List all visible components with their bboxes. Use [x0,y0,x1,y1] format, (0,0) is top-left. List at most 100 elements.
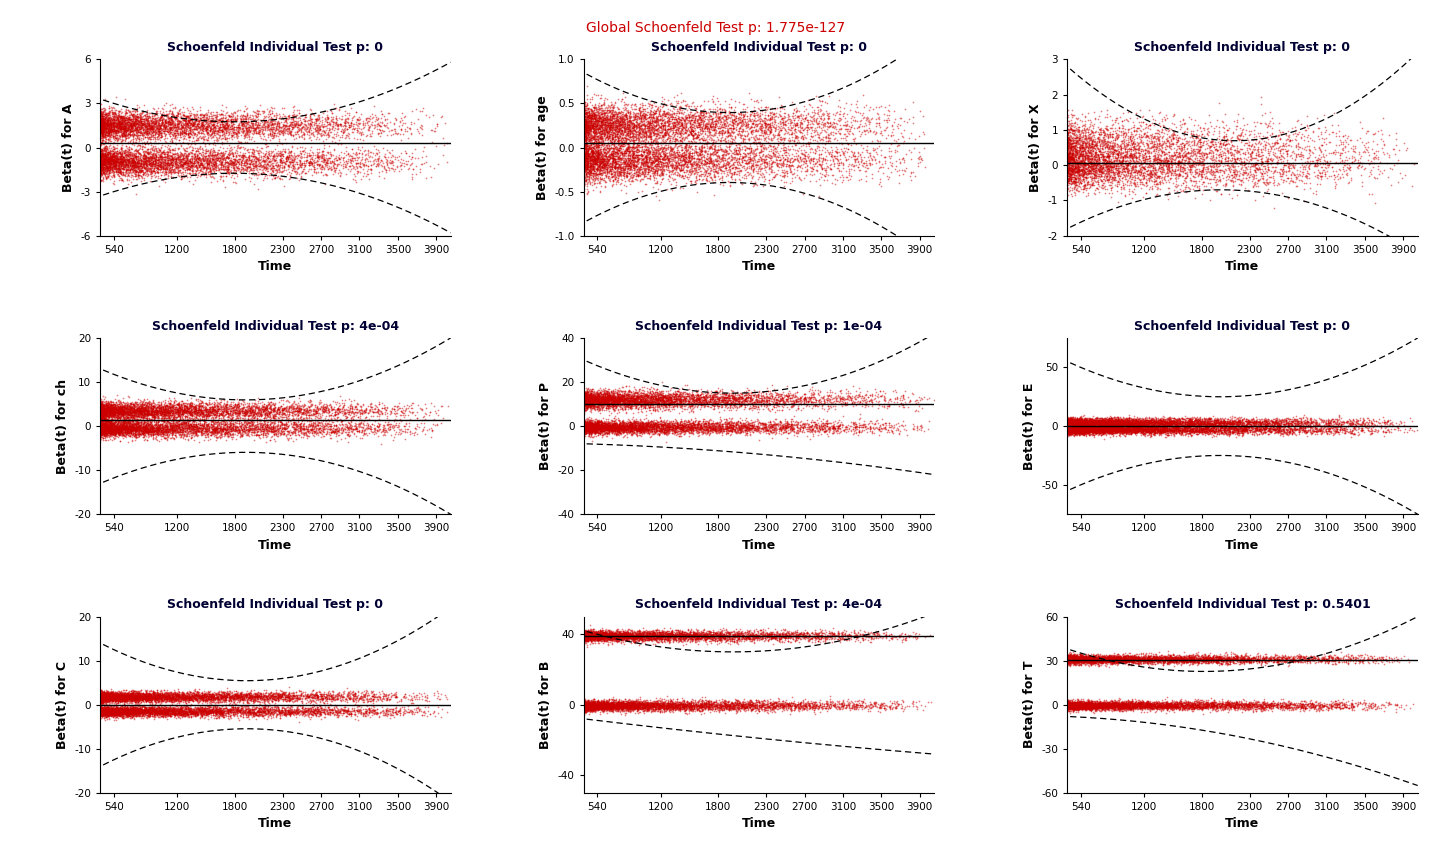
Point [173,399,196,412]
Point [1088,144,1111,158]
Point [95,417,117,431]
Point [179,418,202,432]
Point [1095,698,1118,711]
Point [208,418,231,432]
Point [849,130,872,143]
Point [1087,649,1110,662]
Point [580,418,603,432]
Point [660,98,683,111]
Point [607,176,630,189]
Point [1174,650,1197,663]
Point [624,695,647,709]
Point [1148,176,1171,189]
Point [259,709,282,722]
Point [1206,413,1229,427]
Point [1104,421,1127,434]
Point [1332,129,1355,142]
Point [1273,412,1296,426]
Point [609,130,632,143]
Point [579,393,601,407]
Point [1073,699,1095,712]
Point [1087,131,1110,144]
Point [1075,418,1098,432]
Point [573,396,596,410]
Point [110,116,133,130]
Point [1161,414,1184,427]
Point [367,412,390,426]
Point [1077,157,1100,170]
Point [1110,419,1133,432]
Point [261,158,284,171]
Point [93,703,116,717]
Point [624,416,647,429]
Point [652,92,674,106]
Point [279,127,302,141]
Point [139,157,162,170]
Point [265,146,288,159]
Point [145,126,168,140]
Point [667,156,690,170]
Point [179,153,202,167]
Point [1137,699,1160,712]
Point [126,428,149,442]
Point [614,390,637,404]
Point [256,163,279,176]
Point [627,396,650,410]
Point [1081,163,1104,176]
Point [654,394,677,408]
Point [1150,413,1173,427]
Point [219,120,242,134]
Point [677,148,700,161]
Point [324,98,347,111]
Point [1134,157,1157,170]
Point [1093,700,1116,713]
Point [107,706,130,719]
Point [1057,651,1080,665]
Point [338,399,361,413]
Point [742,696,765,710]
Point [90,125,113,138]
Point [278,685,301,699]
Point [127,123,150,137]
Point [200,125,223,138]
Point [243,702,266,716]
Point [693,150,716,164]
Point [581,118,604,131]
Point [616,700,639,713]
Point [1233,154,1256,168]
Point [129,406,152,420]
Point [1098,155,1121,169]
Point [137,121,160,135]
Point [813,696,836,710]
Point [1077,164,1100,177]
Point [89,167,112,181]
Point [640,390,663,404]
Point [594,421,617,435]
Point [1260,414,1283,427]
Point [1141,157,1164,170]
Point [95,687,117,700]
Point [1229,657,1252,671]
Point [576,185,599,198]
Point [1128,118,1151,131]
Point [695,151,717,165]
Point [1060,148,1083,162]
Point [690,167,713,181]
Point [145,404,168,417]
Point [596,103,619,117]
Point [337,152,359,165]
Point [1114,424,1137,438]
Point [577,427,600,440]
Point [322,154,345,168]
Point [233,126,256,140]
Point [1117,657,1140,671]
Point [703,399,726,412]
Point [576,423,599,437]
Point [158,410,180,423]
Point [573,627,596,640]
Point [1080,696,1103,710]
Point [597,382,620,396]
Point [758,396,780,410]
Point [275,122,298,136]
Point [1064,148,1087,162]
